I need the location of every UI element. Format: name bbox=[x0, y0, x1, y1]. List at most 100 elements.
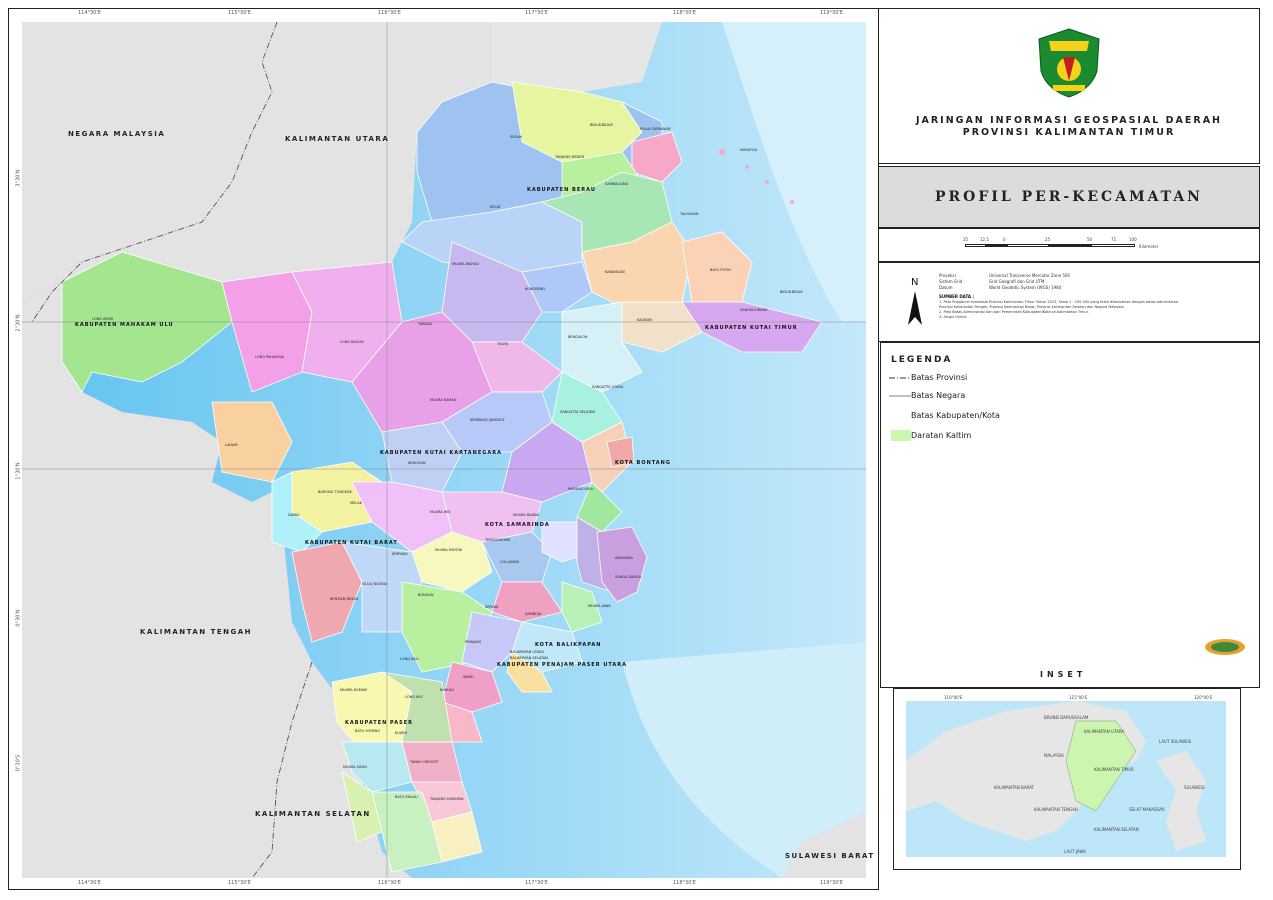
inset-label: KALIMANTAN TENGAH bbox=[1034, 807, 1078, 812]
label-kec: WARU bbox=[463, 675, 474, 679]
scale-unit: Kilometer bbox=[1139, 244, 1159, 249]
province-boundary-south bbox=[251, 661, 313, 878]
legend-item-negara: Batas Negara bbox=[911, 391, 966, 400]
label-kec: KEMBANG JANGGUT bbox=[470, 418, 505, 422]
label-malaysia: NEGARA MALAYSIA bbox=[68, 130, 166, 138]
source-line: 3. Arcgis Online bbox=[939, 315, 967, 319]
label-kec: ANGGANA bbox=[615, 556, 633, 560]
coord-bottom-2: 115°30'E bbox=[228, 880, 251, 886]
source-line: 2. Peta Batas Administrasi dan dari Peme… bbox=[939, 310, 1089, 314]
label-kec: LAHAM bbox=[225, 443, 238, 447]
scale-tick: 25 bbox=[1045, 237, 1051, 242]
label-kab-mahakam-ulu: KABUPATEN MAHAKAM ULU bbox=[75, 322, 174, 328]
label-kec: LONG KALI bbox=[400, 657, 419, 661]
label-kec: SANGATTA SELATAN bbox=[560, 410, 596, 414]
legend-symbol-daratan bbox=[891, 430, 911, 441]
label-kec: KELAY bbox=[490, 205, 501, 209]
label-kab-ppu: KABUPATEN PENAJAM PASER UTARA bbox=[497, 662, 627, 668]
sulawesi-land bbox=[782, 812, 866, 878]
inset-label: KALIMANTAN TIMUR bbox=[1094, 767, 1134, 772]
map-canvas[interactable] bbox=[22, 22, 866, 878]
poly-tj-harapan bbox=[431, 811, 483, 863]
label-kec: MUARA JAWA bbox=[588, 604, 611, 608]
kaltim-kecamatan-polygons bbox=[61, 81, 823, 873]
label-kab-kutai-timur: KABUPATEN KUTAI TIMUR bbox=[705, 325, 798, 331]
coord-top-6: 119°30'E bbox=[820, 10, 843, 16]
label-kec: KUARO bbox=[395, 731, 408, 735]
poly-kongbeng bbox=[521, 261, 593, 313]
sea-deep bbox=[722, 22, 866, 322]
label-kalsel: KALIMANTAN SELATAN bbox=[255, 810, 371, 818]
info-row: Proyeksi Universal Transverse Mercator Zo… bbox=[939, 273, 1070, 278]
inset-label: LAUT JAWA bbox=[1064, 849, 1086, 854]
neighbour-land-kaltara bbox=[492, 22, 662, 97]
label-kec: BATU SOPANG bbox=[355, 729, 380, 733]
scale-bar-seg bbox=[1091, 244, 1135, 247]
label-kec: SEGAH bbox=[510, 135, 523, 139]
label-kec: TANAH GROGOT bbox=[410, 760, 439, 764]
title-line-1: JARINGAN INFORMASI GEOSPASIAL DAERAH bbox=[915, 115, 1223, 126]
label-kec: KONGBENG bbox=[525, 287, 546, 291]
label-kec: MUARA KOMAM bbox=[340, 688, 368, 692]
poly-sangkulirang bbox=[681, 301, 823, 353]
poly-kota-bontang bbox=[606, 436, 635, 468]
neighbour-land-south bbox=[22, 282, 412, 878]
label-kec: MELAK bbox=[350, 501, 362, 505]
scale-tick: 75 bbox=[1111, 237, 1117, 242]
scale-tick: 25 bbox=[963, 237, 969, 242]
inset-title: INSET bbox=[1040, 670, 1087, 679]
inset-label: KALIMANTAN UTARA bbox=[1084, 729, 1125, 734]
sea-deep-south bbox=[622, 642, 866, 878]
label-kec: MUARA WIS bbox=[430, 510, 451, 514]
poly-kenohan bbox=[381, 421, 463, 493]
label-kaltara: KALIMANTAN UTARA bbox=[285, 135, 390, 143]
poly-sepaku bbox=[461, 611, 523, 673]
label-kota-bontang: KOTA BONTANG bbox=[615, 460, 671, 466]
inset-label: MALAYSIA bbox=[1044, 753, 1064, 758]
label-kec: PENAJAM bbox=[465, 640, 481, 644]
label-kec: KARANGAN bbox=[605, 270, 625, 274]
label-kec: LONG PAHANGAI bbox=[255, 355, 285, 359]
info-panel: N Proyeksi Universal Transverse Mercator … bbox=[878, 262, 1260, 342]
north-arrow-icon bbox=[908, 291, 922, 325]
inset-label: KALIMANTAN BARAT bbox=[994, 785, 1034, 790]
label-kec: JEMPANG bbox=[392, 552, 408, 556]
inset-panel: 110°00'E 115°00'E 120°00'E BRUNEI DARUSS… bbox=[893, 688, 1241, 870]
legend-title: LEGENDA bbox=[891, 355, 953, 365]
label-kec: TALISAYAN bbox=[680, 212, 699, 216]
scale-tick: 0 bbox=[1003, 237, 1006, 242]
label-kec: BATU PUTIH bbox=[710, 268, 731, 272]
label-kec: PULAU DERAWAN bbox=[640, 127, 671, 131]
grid-lines bbox=[22, 22, 866, 878]
source-title: SUMBER DATA : bbox=[939, 294, 974, 299]
poly-loa-janan bbox=[491, 581, 563, 623]
label-kec: BABULU bbox=[440, 688, 455, 692]
coord-top-4: 117°30'E bbox=[525, 10, 548, 16]
coord-bottom-4: 117°30'E bbox=[525, 880, 548, 886]
scale-tick: 100 bbox=[1129, 237, 1137, 242]
label-kec: SANGA-SANGA bbox=[615, 575, 641, 579]
label-kec: MUARA BADAK bbox=[513, 513, 539, 517]
label-kec: BIDUK-BIDUK bbox=[590, 123, 613, 127]
label-kec: TENGGARONG bbox=[485, 538, 511, 542]
coord-left-3: 1°30'N bbox=[15, 462, 22, 480]
coord-bottom-1: 114°30'E bbox=[78, 880, 101, 886]
label-kab-kutai-barat: KABUPATEN KUTAI BARAT bbox=[305, 540, 398, 546]
inset-coord: 115°00'E bbox=[1069, 695, 1088, 700]
label-kec: BATU ENGAU bbox=[395, 795, 418, 799]
label-kec: BIDUK-BIDUK bbox=[780, 290, 803, 294]
title-text: JARINGAN INFORMASI GEOSPASIAL DAERAH PRO… bbox=[879, 115, 1259, 139]
info-row: Sistem Grid Grid Geografi dan Grid UTM bbox=[939, 279, 1045, 284]
poly-laham bbox=[211, 401, 293, 483]
profile-title: PROFIL PER-KECAMATAN bbox=[935, 189, 1203, 205]
scale-bar bbox=[965, 244, 1135, 247]
legend-item-daratan: Daratan Kaltim bbox=[911, 431, 972, 440]
profile-panel: PROFIL PER-KECAMATAN bbox=[878, 166, 1260, 228]
label-kab-berau: KABUPATEN BERAU bbox=[527, 187, 596, 193]
title-line-2: PROVINSI KALIMANTAN TIMUR bbox=[962, 127, 1176, 138]
province-boundary bbox=[31, 22, 278, 323]
label-kec: BONGAN bbox=[418, 593, 434, 597]
label-kec: LONG BAGUN bbox=[340, 340, 364, 344]
info-row: Datum World Geodetic System (WGS) 1984 bbox=[939, 285, 1062, 290]
coord-top-5: 118°30'E bbox=[673, 10, 696, 16]
